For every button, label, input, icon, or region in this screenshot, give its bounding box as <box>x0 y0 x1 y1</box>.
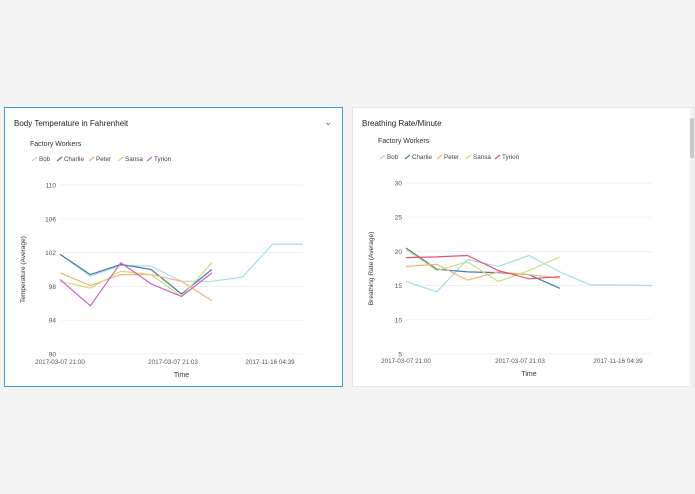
legend-item[interactable]: Charlie <box>56 156 84 163</box>
chevron-down-icon[interactable]: ⌄ <box>324 117 332 127</box>
y-axis-label: Temperature (Average) <box>20 236 27 303</box>
scroll-thumb[interactable] <box>690 118 694 158</box>
x-tick-label: 2017-11-16 04:39 <box>593 358 643 365</box>
legend-label: Bob <box>39 156 51 163</box>
x-tick-label: 2017-03-07 21:00 <box>381 358 431 365</box>
y-tick-label: 98 <box>49 284 57 291</box>
legend-swatch <box>31 156 38 162</box>
legend-item[interactable]: Bob <box>379 154 399 161</box>
y-tick-label: 102 <box>45 250 56 257</box>
series-line-sansa[interactable] <box>405 248 561 283</box>
legend-item[interactable]: Peter <box>436 154 459 161</box>
panel-title: Breathing Rate/Minute <box>362 119 442 128</box>
legend-label: Peter <box>96 156 111 163</box>
x-axis-label: Time <box>174 372 189 379</box>
y-tick-label: 5 <box>398 352 402 359</box>
x-tick-label: 2017-03-07 21:03 <box>148 359 198 366</box>
y-tick-label: 10 <box>395 317 403 324</box>
series-line-bob[interactable] <box>405 254 653 293</box>
legend-title: Factory Workers <box>378 138 430 145</box>
legend-item[interactable]: Charlie <box>404 154 432 161</box>
x-tick-label: 2017-03-07 21:03 <box>495 358 545 365</box>
x-tick-label: 2017-11-16 04:39 <box>245 359 295 366</box>
series-line-bob[interactable] <box>59 243 303 282</box>
legend-item[interactable]: Tyrion <box>146 156 172 163</box>
legend-label: Tyrion <box>502 154 520 161</box>
legend-swatch <box>379 154 386 160</box>
legend-label: Charlie <box>64 156 84 163</box>
legend-label: Peter <box>444 154 459 161</box>
breathing-chart: Factory Workers Bob Charlie Peter Sansa Tyri… <box>368 138 653 378</box>
y-tick-label: 30 <box>395 181 403 188</box>
legend-item[interactable]: Bob <box>31 156 51 163</box>
legend-swatch <box>436 154 443 160</box>
panel-title: Body Temperature in Fahrenheit <box>14 119 129 128</box>
x-ticks: 2017-03-07 21:00 2017-03-07 21:03 2017-11-… <box>381 358 643 365</box>
y-tick-label: 20 <box>395 249 403 256</box>
legend-swatch <box>146 156 153 162</box>
legend: Bob Charlie Peter Sansa Tyrion <box>379 154 520 161</box>
series-line-charlie[interactable] <box>59 253 213 295</box>
series-line-tyrion[interactable] <box>405 254 560 280</box>
gridlines <box>406 182 652 355</box>
breathing-panel[interactable]: Breathing Rate/Minute Factory Workers Bo… <box>352 107 695 388</box>
temperature-chart: Factory Workers Bob Charlie Peter Sansa Tyri… <box>20 141 303 379</box>
legend-swatch <box>88 156 95 162</box>
x-axis-label: Time <box>521 371 536 378</box>
series-lines <box>59 243 303 307</box>
y-ticks: 30 25 20 15 10 5 <box>395 181 403 359</box>
legend-swatch <box>404 154 411 160</box>
legend-item[interactable]: Sansa <box>465 154 491 161</box>
legend-title: Factory Workers <box>30 141 82 148</box>
y-ticks: 110 106 102 98 94 90 <box>45 183 56 359</box>
legend-swatch <box>56 156 63 162</box>
legend: Bob Charlie Peter Sansa Tyrion <box>31 156 172 163</box>
y-tick-label: 106 <box>45 216 56 223</box>
legend-item[interactable]: Tyrion <box>494 154 520 161</box>
legend-label: Bob <box>387 154 399 161</box>
scrollbar[interactable] <box>690 108 694 388</box>
legend-swatch <box>465 154 472 160</box>
legend-label: Sansa <box>473 154 491 161</box>
legend-label: Charlie <box>412 154 432 161</box>
x-ticks: 2017-03-07 21:00 2017-03-07 21:03 2017-11-… <box>35 359 295 366</box>
series-line-tyrion[interactable] <box>59 262 213 307</box>
y-tick-label: 15 <box>395 283 403 290</box>
legend-swatch <box>117 156 124 162</box>
gridlines <box>60 184 303 355</box>
series-line-peter[interactable] <box>59 272 213 302</box>
series-lines <box>405 247 653 293</box>
series-line-peter[interactable] <box>405 263 560 281</box>
series-line-sansa[interactable] <box>59 262 213 298</box>
series-line-charlie[interactable] <box>405 247 561 289</box>
y-tick-label: 110 <box>46 183 57 190</box>
legend-item[interactable]: Peter <box>88 156 111 163</box>
y-tick-label: 90 <box>49 352 57 359</box>
x-tick-label: 2017-03-07 21:00 <box>35 359 85 366</box>
y-tick-label: 94 <box>49 318 57 325</box>
temperature-panel[interactable]: Body Temperature in Fahrenheit ⌄ Factory… <box>4 107 343 387</box>
legend-swatch <box>494 154 501 160</box>
legend-label: Tyrion <box>154 156 172 163</box>
y-axis-label: Breathing Rate (Average) <box>368 232 375 306</box>
y-tick-label: 25 <box>395 215 403 222</box>
legend-label: Sansa <box>125 156 143 163</box>
legend-item[interactable]: Sansa <box>117 156 143 163</box>
